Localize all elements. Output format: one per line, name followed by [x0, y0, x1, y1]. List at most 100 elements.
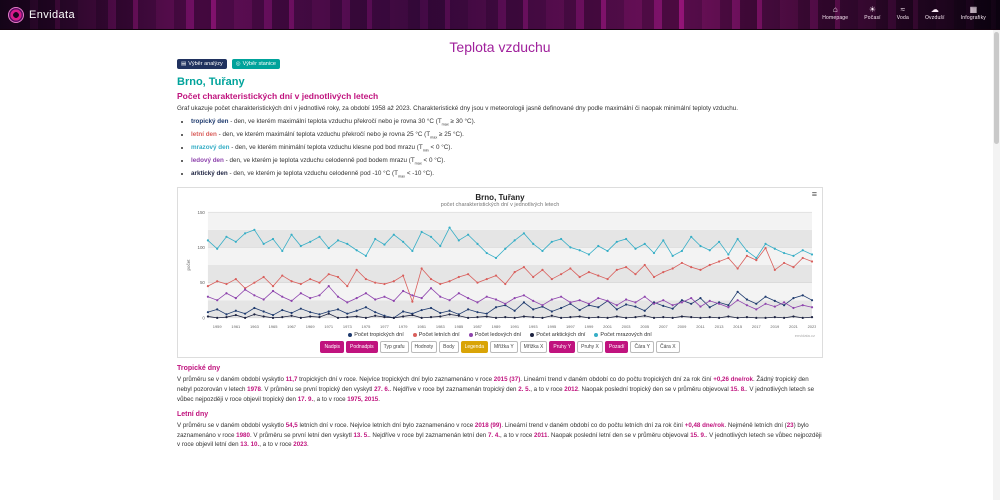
chart-context-menu-icon[interactable]: ≡: [811, 189, 817, 200]
svg-text:1959: 1959: [213, 324, 223, 329]
toolbar-button-cara-x[interactable]: Čára X: [655, 341, 680, 354]
legend-item-mrazove[interactable]: Počet mrazových dní: [594, 332, 652, 338]
toolbar-button-pruhy-x[interactable]: Pruhy X: [577, 341, 603, 354]
highlight-value: 1980: [236, 431, 250, 439]
svg-text:1985: 1985: [454, 324, 464, 329]
text-run: . V průměru se první letní den vyskytl: [249, 431, 354, 439]
button-label: Výběr analýzy: [188, 61, 223, 67]
svg-text:2005: 2005: [640, 324, 650, 329]
section-heading-tropicke-dny: Tropické dny: [177, 365, 221, 373]
svg-text:2021: 2021: [789, 324, 799, 329]
svg-text:1991: 1991: [510, 324, 520, 329]
site-header: Envidata ⌂ Homepage ☀ Počasí ≈ Voda ☁ Ovzduší ▦ I…: [0, 0, 1000, 30]
section-heading-letni-dny: Letní dny: [177, 411, 209, 419]
legend-label: Počet letních dní: [418, 332, 460, 339]
definition-term: arktický den: [191, 170, 228, 178]
svg-text:1999: 1999: [584, 324, 594, 329]
toolbar-button-hodnoty[interactable]: Hodnoty: [410, 341, 438, 354]
highlight-value: 15. 9.: [690, 431, 706, 439]
svg-text:100: 100: [197, 245, 205, 250]
nav-item-ovzdusi[interactable]: ☁ Ovzduší: [925, 5, 945, 21]
highlight-value: 2012: [564, 386, 579, 394]
toolbar-button-pozadi[interactable]: Pozadí: [604, 341, 629, 354]
definition-mrazovy-den: mrazový den - den, ve kterém minimální t…: [191, 142, 823, 155]
tropicke-marker-icon: [348, 333, 353, 338]
text-run: . Naopak poslední letní den se v průměru…: [547, 431, 691, 439]
chart-card: ≡ Brno, Tuřany počet charakteristických …: [177, 187, 823, 359]
nav-item-pocasi[interactable]: ☀ Počasí: [864, 5, 881, 21]
toolbar-button-podnadpis[interactable]: Podnadpis: [346, 341, 378, 354]
highlight-value: 15. 8.: [730, 386, 746, 394]
toolbar-button-nadpis[interactable]: Nadpis: [320, 341, 345, 354]
nav-item-infografiky[interactable]: ▦ Infografiky: [961, 5, 986, 21]
text-run: .: [307, 441, 309, 449]
text-run: , a to v roce: [530, 386, 565, 394]
button-label: Výběr stanice: [242, 61, 276, 67]
text-run: . Naopak poslední tropický den se v prům…: [578, 386, 731, 394]
legend-label: Počet arktických dní: [536, 332, 586, 339]
chart-icon: ▤: [181, 61, 187, 67]
scrollbar-thumb[interactable]: [994, 32, 999, 144]
nav-label: Ovzduší: [924, 15, 945, 21]
chart-subtitle: počet charakteristických dní v jednotliv…: [440, 202, 560, 209]
main-content: Teplota vzduchu ▤ Výběr analýzy ◎ Výběr sta…: [177, 39, 823, 450]
svg-text:1967: 1967: [287, 324, 296, 329]
legend-item-arkticke[interactable]: Počet arktických dní: [530, 332, 585, 338]
text-run: tropických dní v roce. Nejvíce tropickýc…: [297, 376, 494, 384]
letni-marker-icon: [412, 333, 417, 338]
svg-text:2015: 2015: [733, 324, 743, 329]
definition-term: ledový den: [191, 157, 224, 165]
svg-text:150: 150: [197, 210, 205, 215]
definition-term: mrazový den: [191, 144, 230, 152]
brand-name: Envidata: [29, 8, 76, 21]
legend-item-ledove[interactable]: Počet ledových dní: [468, 332, 521, 338]
brand[interactable]: Envidata: [8, 6, 76, 23]
text-run: . Nejméně letních dní (: [724, 422, 787, 430]
definition-ledovy-den: ledový den - den, ve kterém je teplota v…: [191, 155, 823, 168]
text-run: V průměru se v daném období vyskytlo: [177, 376, 286, 384]
svg-text:počet: počet: [186, 259, 191, 271]
legend-label: Počet tropických dní: [354, 332, 404, 339]
station-select-button[interactable]: ◎ Výběr stanice: [231, 59, 280, 69]
highlight-value: 17. 9.: [297, 395, 314, 403]
station-pin-icon: ◎: [235, 61, 241, 67]
arkticke-marker-icon: [530, 333, 535, 338]
toolbar-button-pruhy-y[interactable]: Pruhy Y: [549, 341, 576, 354]
svg-text:1973: 1973: [343, 324, 353, 329]
svg-text:2013: 2013: [715, 324, 725, 329]
chart-area[interactable]: 0 50 100 150 počet 1959 1961 1963 1965 1967 1969 19…: [184, 209, 816, 331]
highlight-value: 54,5: [285, 422, 298, 430]
nav-label: Voda: [896, 15, 909, 21]
toolbar-button-legenda[interactable]: Legenda: [460, 341, 489, 354]
toolbar-button-typ-grafu[interactable]: Typ grafu: [379, 341, 409, 354]
legend-item-tropicke[interactable]: Počet tropických dní: [348, 332, 404, 338]
highlight-value: +0,48 dne/rok: [684, 422, 725, 430]
nav-item-homepage[interactable]: ⌂ Homepage: [822, 5, 848, 21]
svg-text:2011: 2011: [696, 324, 705, 329]
highlight-value: 11,7: [285, 376, 298, 384]
svg-text:1969: 1969: [306, 324, 316, 329]
scrollbar[interactable]: [993, 30, 1000, 500]
svg-text:1961: 1961: [231, 324, 241, 329]
envidata-logo-icon: [8, 6, 24, 23]
definition-arkticky-den: arktický den - den, ve kterém je teplota…: [191, 168, 823, 181]
highlight-value: 2011: [534, 431, 548, 439]
toolbar-button-body[interactable]: Body: [439, 341, 459, 354]
analysis-select-button[interactable]: ▤ Výběr analýzy: [177, 59, 227, 69]
definitions-list: tropický den - den, ve kterém maximální …: [177, 116, 823, 181]
highlight-value: 2015 (37): [493, 376, 521, 384]
toolbar-button-cara-y[interactable]: Čára Y: [630, 341, 654, 354]
toolbar-button-mrizka-y[interactable]: Mřížka Y: [490, 341, 518, 354]
svg-text:1981: 1981: [417, 324, 427, 329]
legend-item-letni[interactable]: Počet letních dní: [412, 332, 460, 339]
section-paragraph-tropicke-dny: V průměru se v daném období vyskytlo 11,…: [177, 375, 823, 404]
action-buttons: ▤ Výběr analýzy ◎ Výběr stanice: [177, 59, 823, 69]
home-icon: ⌂: [832, 5, 838, 14]
toolbar-button-mrizka-x[interactable]: Mřížka X: [519, 341, 548, 354]
svg-text:2001: 2001: [603, 324, 613, 329]
text-run: . Nejdříve v roce byl zaznamenán letní d…: [368, 431, 488, 439]
text-run: , a to v roce: [500, 431, 535, 439]
nav-item-voda[interactable]: ≈ Voda: [897, 5, 909, 21]
text-run: . Nejdříve v roce byl zaznamenán tropick…: [389, 386, 519, 394]
highlight-value: 13. 5.: [353, 431, 369, 439]
